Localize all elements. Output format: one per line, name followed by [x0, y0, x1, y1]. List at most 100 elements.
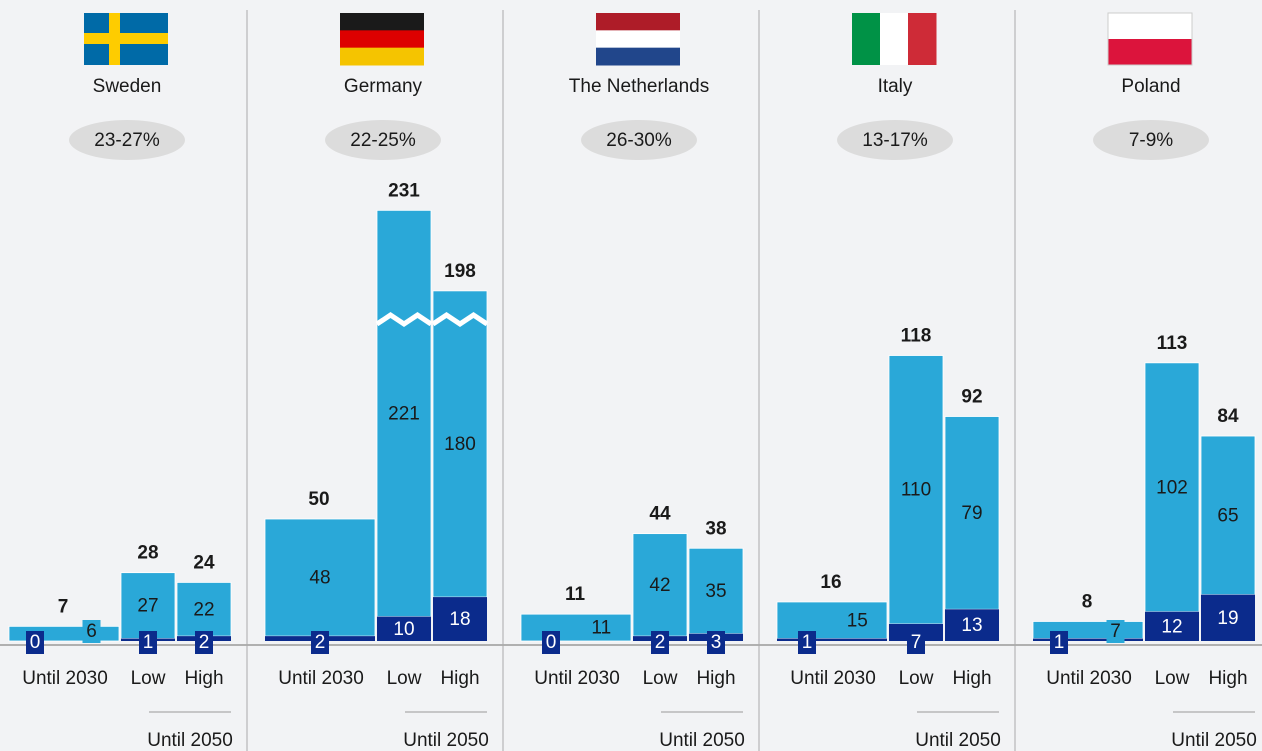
segment-label: 42: [649, 575, 670, 596]
total-label: 44: [649, 504, 671, 525]
bar-segment: [1145, 611, 1199, 641]
bar-segment: [944, 416, 1000, 610]
segment-label: 110: [901, 480, 931, 501]
bar-segment: [176, 582, 232, 637]
segment-label: 2: [315, 632, 326, 653]
x-tick-label: Low: [899, 668, 934, 689]
x-tick-label: Until 2030: [22, 668, 108, 689]
bar-segment: [945, 609, 999, 641]
x-tick-label: High: [440, 668, 479, 689]
segment-label: 35: [705, 581, 726, 602]
total-label: 38: [705, 518, 726, 539]
range-label: 13-17%: [862, 130, 928, 151]
flag: [1107, 12, 1193, 66]
segment-label: 180: [444, 434, 476, 455]
x-tick-label: Low: [387, 668, 422, 689]
segment-label: 11: [591, 618, 611, 639]
segment-label-box: [195, 631, 213, 654]
segment-label: 65: [1217, 505, 1238, 526]
range-pill: [837, 120, 953, 160]
bar-segment: [264, 518, 376, 637]
segment-label-box: [798, 631, 816, 654]
bar-segment: [1032, 621, 1144, 639]
total-label: 118: [901, 326, 932, 347]
flag: [852, 13, 937, 65]
bar-segment: [433, 597, 487, 641]
segment-label: 48: [309, 568, 330, 589]
group-label: Until 2050: [1171, 730, 1257, 751]
group-label: Until 2050: [915, 730, 1001, 751]
x-tick-label: Low: [643, 668, 678, 689]
bar-segment: [520, 613, 632, 642]
bar-segment: [377, 616, 431, 641]
group-label: Until 2050: [147, 730, 233, 751]
x-tick-label: Low: [131, 668, 166, 689]
total-label: 50: [308, 489, 329, 510]
total-label: 24: [193, 552, 215, 573]
range-pill: [325, 120, 441, 160]
range-label: 7-9%: [1129, 130, 1173, 151]
range-label: 26-30%: [606, 130, 672, 151]
x-tick-label: Until 2030: [1046, 668, 1132, 689]
flag-cross: [109, 13, 120, 65]
total-label: 231: [388, 180, 420, 201]
segment-label-box: [542, 631, 560, 654]
segment-label: 18: [449, 609, 470, 630]
bar-segment: [1144, 362, 1200, 613]
segment-label-box: [311, 631, 329, 654]
flag: [596, 13, 680, 66]
range-pill: [1093, 120, 1209, 160]
x-tick-label: Until 2030: [278, 668, 364, 689]
segment-label: 12: [1161, 616, 1182, 637]
total-label: 11: [565, 584, 586, 605]
total-label: 198: [444, 261, 476, 282]
x-tick-label: High: [696, 668, 735, 689]
total-label: 8: [1082, 591, 1093, 612]
bar-segment: [8, 625, 120, 642]
segment-label: 0: [546, 632, 557, 653]
bar-segment: [432, 290, 488, 598]
flag-stripe: [1108, 39, 1192, 66]
segment-label: 7: [911, 632, 922, 653]
range-label: 22-25%: [350, 130, 416, 151]
segment-label-box: [651, 631, 669, 654]
segment-label: 1: [143, 632, 154, 653]
x-tick-label: Low: [1155, 668, 1190, 689]
group-label: Until 2050: [403, 730, 489, 751]
bar-segment: [1201, 594, 1255, 641]
segment-label-box: [1050, 631, 1068, 654]
flag-stripe: [596, 13, 680, 31]
total-label: 16: [820, 572, 841, 593]
bar-segment: [777, 638, 887, 641]
segment-label-box: [82, 620, 101, 643]
segment-label-box: [1106, 620, 1125, 643]
segment-label: 13: [961, 615, 982, 636]
country-name: Sweden: [93, 76, 162, 97]
flag-border: [1107, 12, 1193, 66]
total-label: 28: [137, 543, 158, 564]
flag-stripe: [596, 47, 680, 66]
flag-stripe: [908, 13, 937, 65]
bar-segment: [120, 572, 176, 639]
bar-segment: [888, 355, 944, 625]
x-tick-label: Until 2030: [534, 668, 620, 689]
segment-label: 102: [1156, 477, 1188, 498]
flag-stripe: [1108, 13, 1192, 40]
country-name: Germany: [344, 76, 423, 97]
total-label: 7: [58, 596, 69, 617]
range-label: 23-27%: [94, 130, 160, 151]
segment-label: 221: [388, 403, 420, 424]
bar-segment: [376, 209, 432, 617]
segment-label-box: [26, 631, 44, 654]
bar-segment: [632, 533, 688, 637]
country-name: Italy: [878, 76, 913, 97]
axis-break: [431, 311, 489, 328]
axis-break: [375, 311, 433, 328]
segment-label-box: [139, 631, 157, 654]
segment-label: 15: [847, 610, 868, 631]
range-pill: [69, 120, 185, 160]
segment-label-box: [907, 631, 925, 654]
segment-label: 79: [961, 503, 982, 524]
flag-stripe: [852, 13, 881, 65]
